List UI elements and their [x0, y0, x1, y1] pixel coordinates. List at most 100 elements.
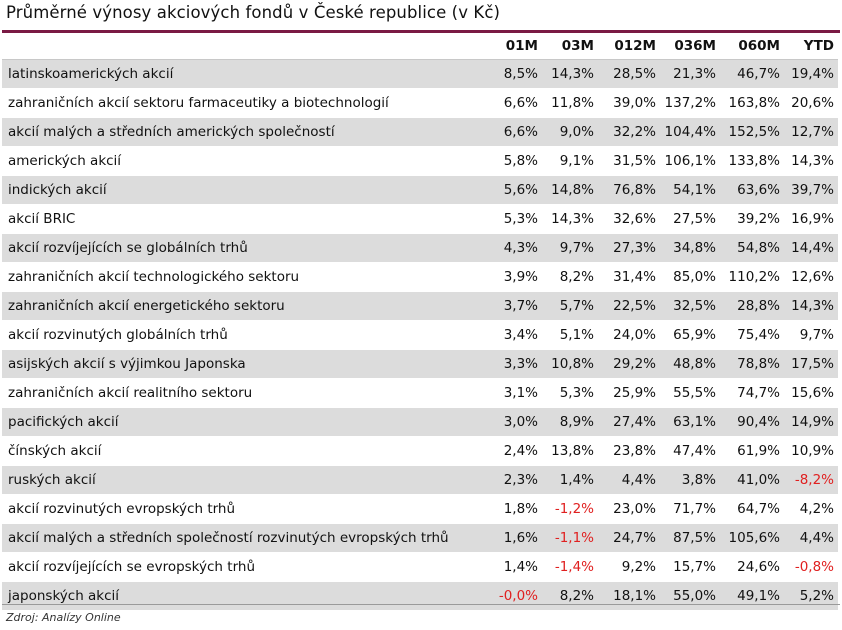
return-value-cell: 4,2%	[784, 494, 838, 524]
table-row: akcií rozvíjejících se globálních trhů 4,…	[2, 233, 838, 263]
return-value-cell: 41,0%	[720, 465, 784, 495]
table-row: ruských akcií 2,3% 1,4% 4,4% 3,8% 41,0% -8,2%	[2, 465, 838, 495]
return-value-cell: 24,0%	[598, 320, 660, 350]
fund-category-name: ruských akcií	[2, 465, 474, 495]
return-value-cell: 25,9%	[598, 378, 660, 408]
return-value-cell: -8,2%	[784, 465, 838, 495]
table-row: akcií malých a středních amerických spol…	[2, 117, 838, 147]
return-value-cell: 19,4%	[784, 59, 838, 89]
fund-category-name: asijských akcií s výjimkou Japonska	[2, 349, 474, 379]
return-value-cell: 23,0%	[598, 494, 660, 524]
return-value-cell: 8,9%	[542, 407, 598, 437]
return-value-cell: 9,7%	[784, 320, 838, 350]
return-value-cell: 32,6%	[598, 204, 660, 234]
fund-category-name: amerických akcií	[2, 146, 474, 176]
return-value-cell: 106,1%	[660, 146, 720, 176]
return-value-cell: 14,8%	[542, 175, 598, 205]
return-value-cell: 14,3%	[542, 59, 598, 89]
return-value-cell: 85,0%	[660, 262, 720, 292]
table-body: latinskoamerických akcií 8,5% 14,3% 28,5% 21…	[2, 59, 838, 611]
return-value-cell: 65,9%	[660, 320, 720, 350]
fund-category-name: akcií BRIC	[2, 204, 474, 234]
return-value-cell: 15,7%	[660, 552, 720, 582]
return-value-cell: 48,8%	[660, 349, 720, 379]
return-value-cell: 17,5%	[784, 349, 838, 379]
return-value-cell: 27,4%	[598, 407, 660, 437]
table-row: zahraničních akcií energetického sektoru…	[2, 291, 838, 321]
fund-category-name: akcií rozvíjejících se evropských trhů	[2, 552, 474, 582]
return-value-cell: 61,9%	[720, 436, 784, 466]
return-value-cell: 74,7%	[720, 378, 784, 408]
return-value-cell: 23,8%	[598, 436, 660, 466]
return-value-cell: -1,1%	[542, 523, 598, 553]
return-value-cell: 64,7%	[720, 494, 784, 524]
return-value-cell: 29,2%	[598, 349, 660, 379]
table-row: akcií malých a středních společností roz…	[2, 523, 838, 553]
return-value-cell: 5,7%	[542, 291, 598, 321]
return-value-cell: 14,3%	[542, 204, 598, 234]
return-value-cell: 1,4%	[542, 465, 598, 495]
column-header-ytd: YTD	[784, 33, 838, 60]
return-value-cell: 5,8%	[474, 146, 542, 176]
table-row: japonských akcií -0,0% 8,2% 18,1% 55,0% 49,1%…	[2, 581, 838, 611]
return-value-cell: 71,7%	[660, 494, 720, 524]
return-value-cell: 55,5%	[660, 378, 720, 408]
return-value-cell: -0,8%	[784, 552, 838, 582]
return-value-cell: -1,4%	[542, 552, 598, 582]
table-row: zahraničních akcií sektoru farmaceutiky …	[2, 88, 838, 118]
return-value-cell: 3,1%	[474, 378, 542, 408]
return-value-cell: 5,3%	[474, 204, 542, 234]
return-value-cell: 32,5%	[660, 291, 720, 321]
fund-category-name: akcií malých a středních amerických spol…	[2, 117, 474, 147]
return-value-cell: 34,8%	[660, 233, 720, 263]
table-row: pacifických akcií 3,0% 8,9% 27,4% 63,1% 90,4%…	[2, 407, 838, 437]
return-value-cell: 3,7%	[474, 291, 542, 321]
fund-category-name: indických akcií	[2, 175, 474, 205]
title-divider	[2, 30, 840, 33]
return-value-cell: 12,6%	[784, 262, 838, 292]
fund-category-name: latinskoamerických akcií	[2, 59, 474, 89]
return-value-cell: 54,8%	[720, 233, 784, 263]
return-value-cell: 31,5%	[598, 146, 660, 176]
fund-category-name: zahraničních akcií technologického sekto…	[2, 262, 474, 292]
return-value-cell: -0,0%	[474, 581, 542, 611]
return-value-cell: 39,0%	[598, 88, 660, 118]
return-value-cell: 5,3%	[542, 378, 598, 408]
return-value-cell: 3,9%	[474, 262, 542, 292]
fund-category-name: pacifických akcií	[2, 407, 474, 437]
fund-category-name: akcií malých a středních společností roz…	[2, 523, 474, 553]
return-value-cell: 1,6%	[474, 523, 542, 553]
return-value-cell: 39,2%	[720, 204, 784, 234]
return-value-cell: 3,4%	[474, 320, 542, 350]
return-value-cell: 47,4%	[660, 436, 720, 466]
fund-category-name: japonských akcií	[2, 581, 474, 611]
return-value-cell: 10,9%	[784, 436, 838, 466]
return-value-cell: 16,9%	[784, 204, 838, 234]
return-value-cell: 8,2%	[542, 262, 598, 292]
return-value-cell: 27,3%	[598, 233, 660, 263]
return-value-cell: 2,3%	[474, 465, 542, 495]
return-value-cell: 133,8%	[720, 146, 784, 176]
return-value-cell: 5,2%	[784, 581, 838, 611]
table-row: akcií rozvinutých evropských trhů 1,8% -1,…	[2, 494, 838, 524]
return-value-cell: 54,1%	[660, 175, 720, 205]
table-row: zahraničních akcií realitního sektoru 3,1…	[2, 378, 838, 408]
return-value-cell: 14,3%	[784, 146, 838, 176]
fund-category-name: zahraničních akcií sektoru farmaceutiky …	[2, 88, 474, 118]
table-row: indických akcií 5,6% 14,8% 76,8% 54,1% 63,6% 3…	[2, 175, 838, 205]
fund-returns-table: 01M 03M 012M 036M 060M YTD latinskoameri…	[2, 33, 838, 611]
return-value-cell: 3,8%	[660, 465, 720, 495]
return-value-cell: 9,7%	[542, 233, 598, 263]
return-value-cell: 76,8%	[598, 175, 660, 205]
return-value-cell: 3,0%	[474, 407, 542, 437]
table-bottom-divider	[2, 604, 840, 605]
return-value-cell: 11,8%	[542, 88, 598, 118]
table-row: akcií rozvíjejících se evropských trhů 1,…	[2, 552, 838, 582]
return-value-cell: 22,5%	[598, 291, 660, 321]
return-value-cell: 3,3%	[474, 349, 542, 379]
column-header-012m: 012M	[598, 33, 660, 60]
return-value-cell: 21,3%	[660, 59, 720, 89]
table-row: amerických akcií 5,8% 9,1% 31,5% 106,1% 133,8…	[2, 146, 838, 176]
table-row: akcií rozvinutých globálních trhů 3,4% 5,1…	[2, 320, 838, 350]
return-value-cell: 4,4%	[598, 465, 660, 495]
